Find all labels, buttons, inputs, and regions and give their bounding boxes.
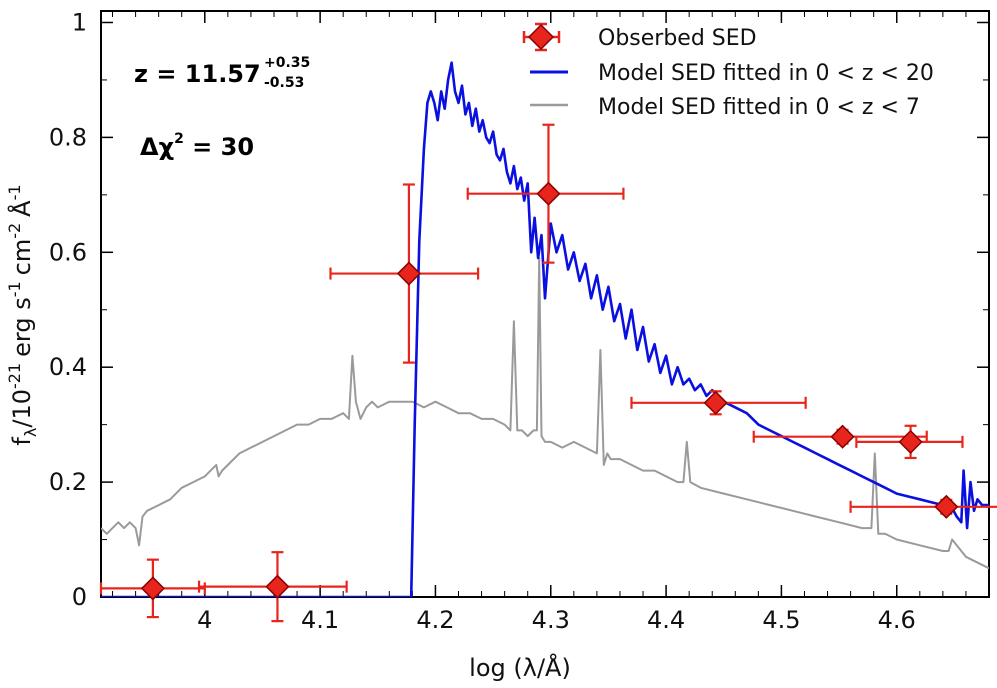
y-tick-label: 0.6 [49, 238, 87, 266]
axis-ticks [101, 11, 990, 598]
observed-marker [265, 574, 290, 599]
observed-marker [140, 576, 165, 601]
observed-point [99, 558, 206, 619]
y-tick-label: 0.4 [49, 353, 87, 381]
observed-point [752, 424, 928, 449]
x-tick-label: 4.2 [416, 606, 454, 634]
legend-label-low-z: Model SED fitted in 0 < z < 7 [598, 95, 920, 120]
observed-marker [536, 181, 561, 206]
observed-marker [830, 424, 855, 449]
redshift-annotation: z = 11.57 +0.35 -0.53 [134, 55, 310, 91]
svg-text:-0.53: -0.53 [264, 75, 304, 91]
observed-marker [934, 494, 959, 519]
observed-point [849, 494, 997, 519]
observed-marker [898, 429, 923, 454]
x-tick-label: 4.6 [878, 606, 916, 634]
x-tick-label: 4.4 [647, 606, 685, 634]
x-tick-label: 4 [197, 606, 212, 634]
observed-point [630, 390, 807, 416]
y-tick-label: 0.8 [49, 123, 87, 151]
y-tick-labels: 0 0.2 0.4 0.6 0.8 1 [49, 8, 87, 611]
observed-point [329, 183, 480, 364]
model-series [101, 61, 989, 597]
x-axis-title: log (λ/Å) [469, 653, 571, 682]
observed-marker [396, 261, 421, 286]
observed-point [855, 424, 964, 460]
x-tick-label: 4.3 [532, 606, 570, 634]
y-tick-label: 1 [72, 8, 87, 36]
y-tick-label: 0.2 [49, 468, 87, 496]
legend-label-observed: Obserbed SED [598, 26, 757, 51]
y-axis-title: fλ/10-21erg s-1cm-2Å-1 [5, 184, 40, 445]
legend: Obserbed SED Model SED fitted in 0 < z <… [522, 22, 934, 120]
observed-marker [703, 390, 728, 415]
observed-point [197, 551, 348, 623]
plot-frame [100, 10, 990, 598]
y-tick-label: 0 [72, 583, 87, 611]
x-tick-label: 4.1 [301, 606, 339, 634]
x-tick-label: 4.5 [762, 606, 800, 634]
observed-points [99, 123, 997, 623]
observed-point [466, 123, 625, 264]
svg-text:Δχ2 = 30: Δχ2 = 30 [140, 131, 254, 161]
model-line-high-z [101, 61, 989, 597]
x-tick-labels: 4 4.1 4.2 4.3 4.4 4.5 4.6 [197, 606, 916, 634]
legend-marker-observed [522, 22, 561, 52]
delta-chi2-annotation: Δχ2 = 30 [140, 131, 254, 161]
model-line-low-z [101, 257, 989, 570]
legend-label-high-z: Model SED fitted in 0 < z < 20 [598, 61, 934, 86]
svg-text:+0.35: +0.35 [264, 55, 310, 71]
svg-text:z = 11.57: z = 11.57 [134, 60, 261, 88]
